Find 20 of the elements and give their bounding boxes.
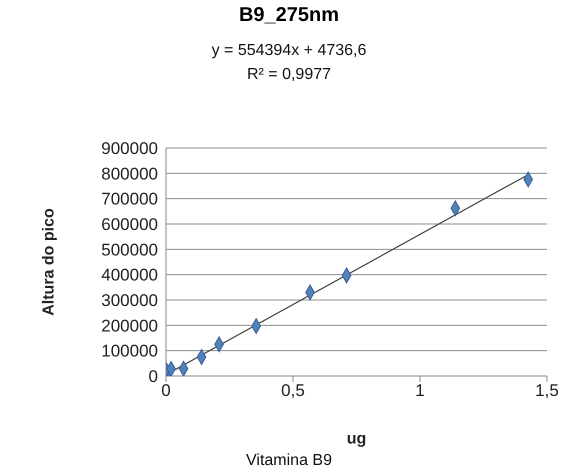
chart-title: B9_275nm (238, 4, 340, 27)
y-tick-label: 900000 (101, 139, 158, 158)
y-axis-title: Altura do pico (40, 208, 58, 316)
text: R² = 0,9977 (246, 66, 332, 84)
x-tick-label: 0 (161, 381, 171, 400)
text: y = 554394x + 4736,6 (210, 42, 368, 60)
x-axis-title: ug (346, 430, 366, 448)
x-tick-label: 1,5 (535, 381, 559, 400)
y-tick-label: 800000 (101, 164, 158, 184)
x-tick-label: 0,5 (281, 381, 305, 400)
text: Vitamina B9 (245, 452, 333, 470)
y-tick-label: 0 (148, 367, 158, 386)
y-tick-label: 400000 (101, 266, 158, 285)
y-tick-label: 700000 (101, 190, 158, 209)
y-tick-label: 100000 (101, 342, 158, 361)
x-tick-label: 1 (415, 381, 425, 400)
y-tick-label: 300000 (101, 291, 158, 310)
y-tick-label: 600000 (101, 215, 158, 234)
y-tick-label: 500000 (101, 240, 158, 260)
y-tick-label: 200000 (101, 316, 158, 336)
